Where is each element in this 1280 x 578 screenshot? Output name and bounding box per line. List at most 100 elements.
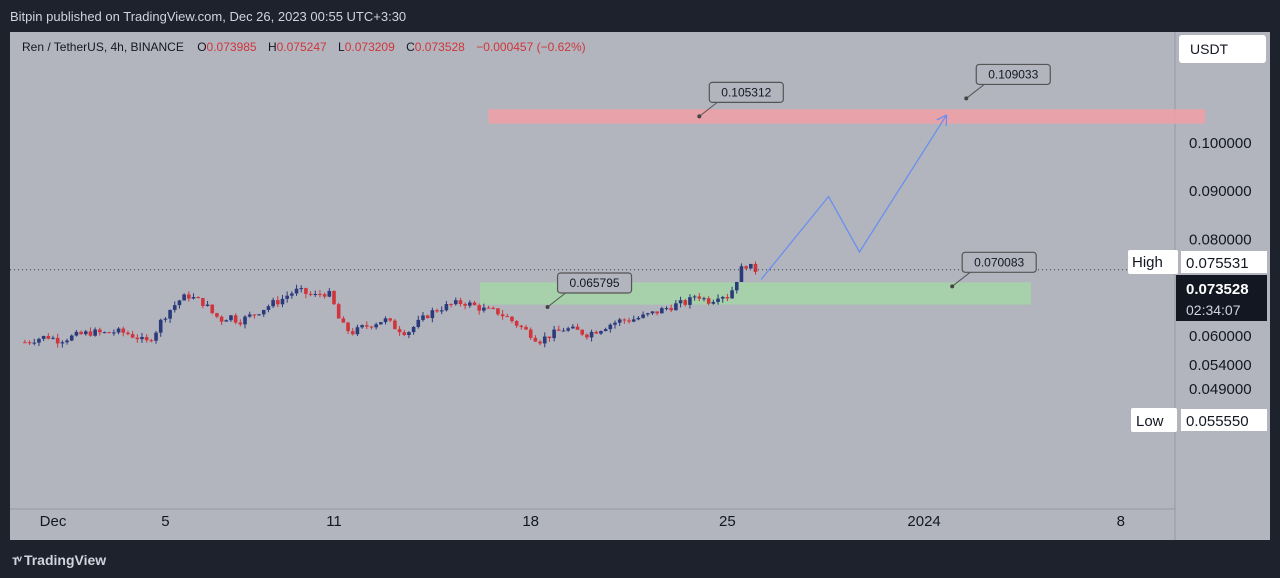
candle-body <box>276 300 280 305</box>
candle-body <box>453 300 458 305</box>
candle-body <box>98 329 102 333</box>
candle-body <box>468 302 472 306</box>
y-tick-label: 0.049000 <box>1189 381 1252 398</box>
last-price-badge: 0.073528 02:34:07 <box>1176 275 1267 321</box>
candle-body <box>247 314 252 317</box>
candle-body <box>243 316 247 325</box>
candle-body <box>622 319 627 321</box>
candle-body <box>514 321 519 326</box>
candle-body <box>566 328 570 331</box>
candle-body <box>116 328 121 333</box>
price-callout[interactable]: 0.070083 <box>950 251 1037 289</box>
symbol-legend: Ren / TetherUS, 4h, BINANCE O0.073985 H0… <box>22 40 586 54</box>
candle-body <box>313 294 318 296</box>
candle-body <box>585 334 589 338</box>
candle-body <box>318 294 322 296</box>
candle-body <box>60 342 65 344</box>
candle-body <box>416 319 421 327</box>
close-value: 0.073528 <box>415 40 465 54</box>
candle-body <box>355 327 360 335</box>
candle-body <box>706 298 711 304</box>
currency-button[interactable]: USDT <box>1179 35 1266 63</box>
candle-body <box>364 325 369 327</box>
candle-body <box>177 300 182 306</box>
candle-body <box>290 293 294 296</box>
candle-body <box>23 342 27 344</box>
price-chart[interactable]: 0.105312 0.109033 0.065795 0.070083 0.10000… <box>10 32 1270 540</box>
candle-body <box>304 288 308 294</box>
candle-body <box>379 322 383 325</box>
candle-body <box>55 337 60 344</box>
candle-body <box>575 326 580 330</box>
callout-label: 0.070083 <box>974 255 1024 269</box>
candle-body <box>402 332 407 335</box>
high-price-label: 0.075531 <box>1186 255 1249 272</box>
low-marker: Low 0.055550 <box>1131 408 1267 432</box>
candle-body <box>524 327 528 330</box>
publish-info: Bitpin published on TradingView.com, Dec… <box>10 9 407 24</box>
candle-body <box>158 319 163 333</box>
candle-body <box>603 329 608 332</box>
candle-body <box>93 329 97 336</box>
candle-body <box>79 331 83 335</box>
candle-body <box>678 300 683 304</box>
candle-body <box>102 332 107 334</box>
candle-body <box>655 311 659 314</box>
candle-body <box>645 313 650 315</box>
candle-body <box>233 315 238 323</box>
candle-body <box>697 296 702 299</box>
low-value: 0.073209 <box>345 40 395 54</box>
candle-body <box>463 304 467 306</box>
candle-body <box>341 318 346 323</box>
candle-body <box>336 304 341 319</box>
candle-body <box>477 305 481 311</box>
tradingview-logo[interactable]: ᴛᵛ TradingView <box>12 552 107 568</box>
x-tick-label: 2024 <box>907 513 940 530</box>
candle-body <box>37 338 41 343</box>
candle-body <box>210 304 215 314</box>
candle-body <box>641 314 645 318</box>
x-tick-label: 8 <box>1117 513 1125 530</box>
candle-body <box>327 290 332 297</box>
candle-body <box>749 263 753 269</box>
price-callout[interactable]: 0.065795 <box>545 272 633 310</box>
candle-body <box>393 320 397 330</box>
candle-body <box>121 328 126 333</box>
candle-body <box>140 336 144 340</box>
candle-body <box>369 326 374 328</box>
change-value: −0.000457 (−0.62%) <box>476 40 585 54</box>
candle-body <box>41 335 46 339</box>
candle-body <box>182 294 186 301</box>
candle-body <box>51 337 55 339</box>
candle-body <box>332 290 336 305</box>
candle-body <box>538 341 542 344</box>
candle-body <box>505 316 510 318</box>
candle-body <box>74 331 79 336</box>
candle-body <box>88 331 93 336</box>
x-tick-label: 18 <box>522 513 539 530</box>
price-callout[interactable]: 0.109033 <box>964 63 1051 101</box>
candle-body <box>201 298 205 306</box>
candle-body <box>383 318 388 323</box>
candle-body <box>725 296 730 299</box>
price-zone-1[interactable] <box>488 109 1206 124</box>
candle-body <box>720 296 725 299</box>
symbol-name: Ren / TetherUS, 4h, BINANCE <box>22 40 184 54</box>
candle-body <box>266 306 271 310</box>
candle-body <box>191 297 196 299</box>
candle-body <box>425 315 430 319</box>
candle-body <box>716 298 720 302</box>
candle-body <box>472 302 477 306</box>
candle-body <box>711 301 716 304</box>
candle-body <box>135 337 140 340</box>
bar-countdown: 02:34:07 <box>1186 302 1241 318</box>
candle-body <box>168 309 172 319</box>
candle-body <box>683 300 688 305</box>
candle-body <box>229 315 233 321</box>
candle-body <box>149 340 154 342</box>
candle-body <box>692 296 697 298</box>
time-axis[interactable] <box>10 509 1175 540</box>
price-callout[interactable]: 0.105312 <box>697 81 784 119</box>
y-tick-label: 0.060000 <box>1189 328 1252 345</box>
candle-body <box>261 309 266 315</box>
